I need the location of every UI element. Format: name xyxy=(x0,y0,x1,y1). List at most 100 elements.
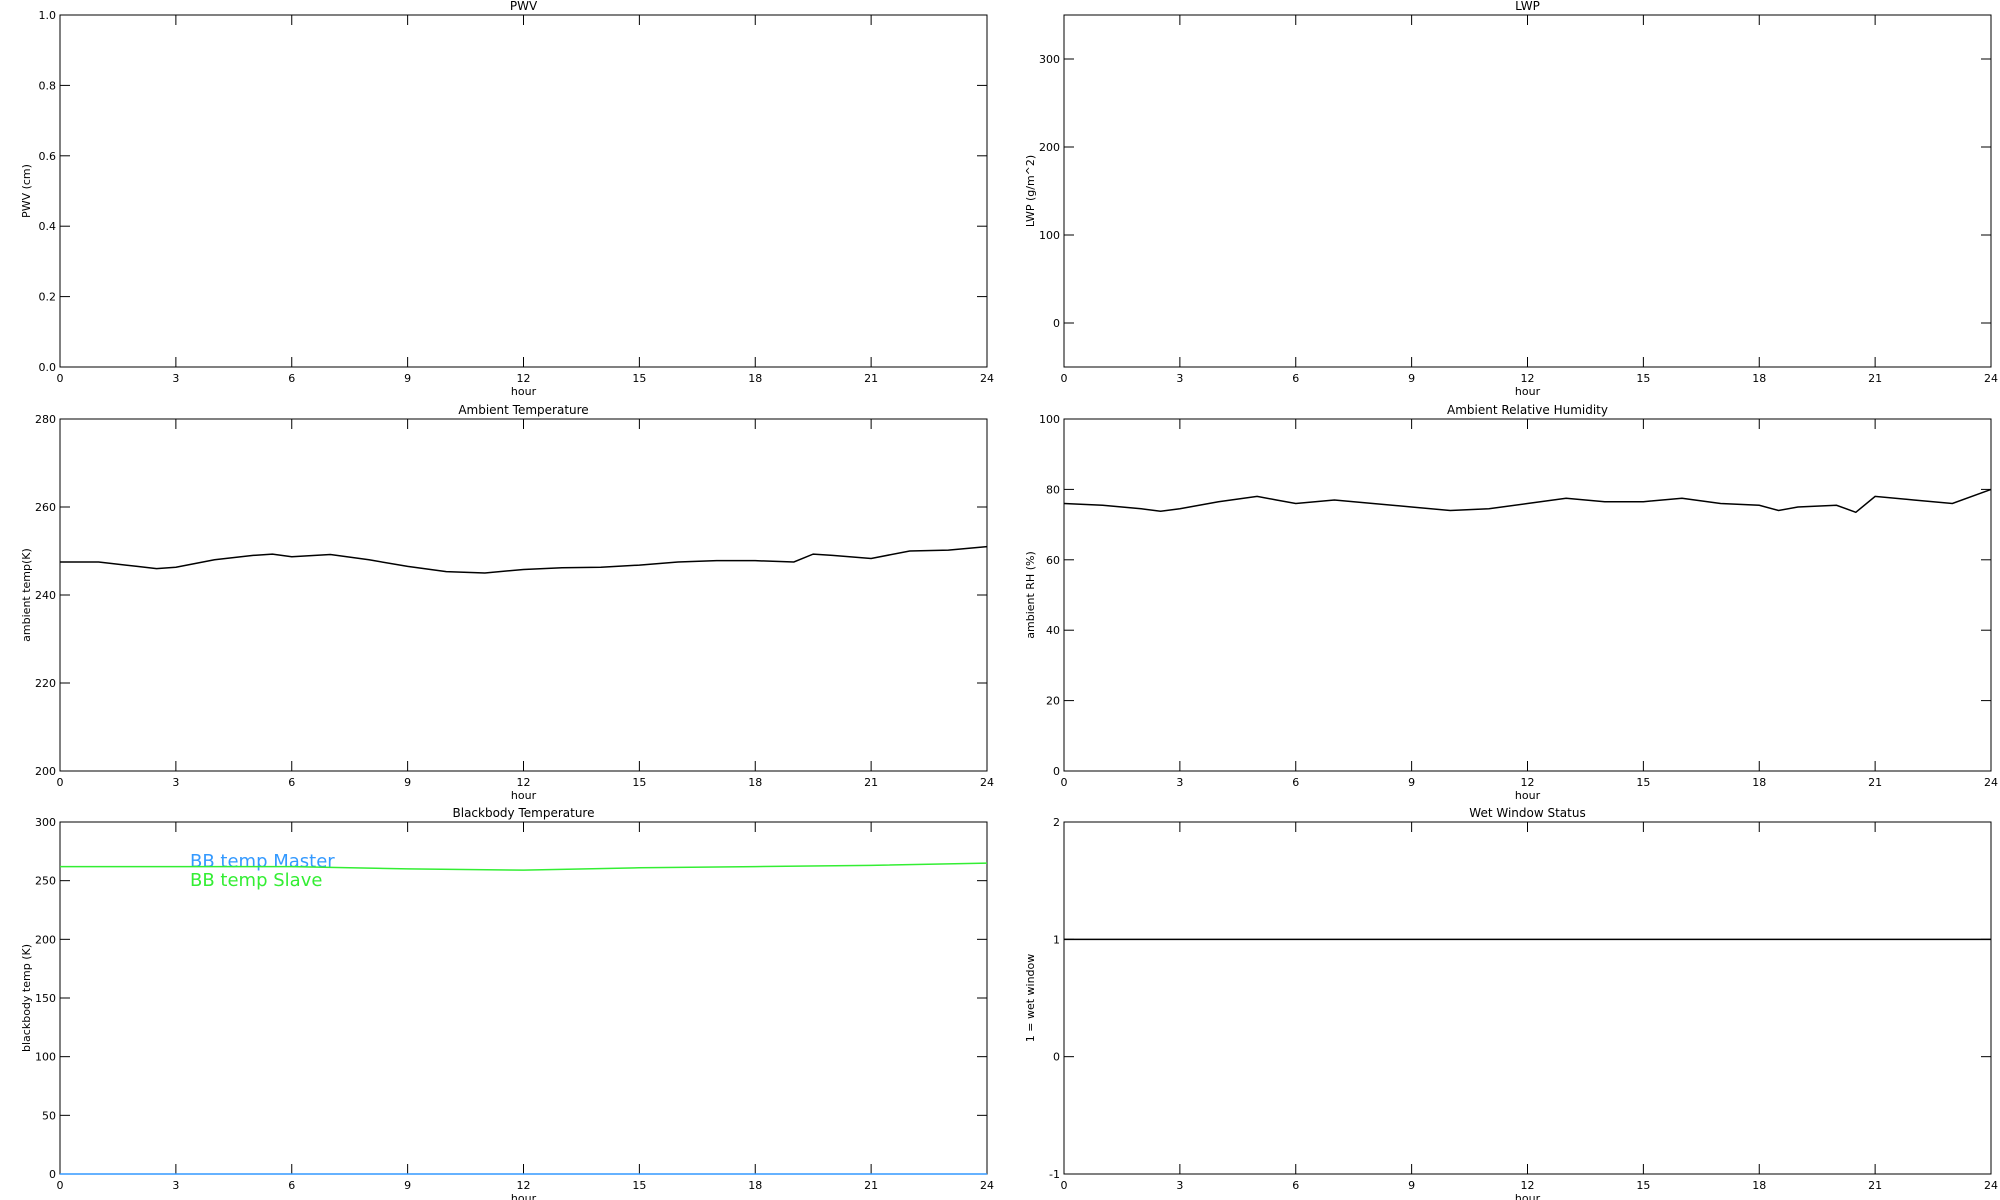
x-tick-label: 24 xyxy=(1984,372,1998,385)
y-tick-label: 0 xyxy=(49,1168,56,1181)
y-tick-label: 100 xyxy=(1039,229,1060,242)
plot-frame xyxy=(1063,14,1992,368)
panel-title: Wet Window Status xyxy=(1469,806,1585,820)
y-tick-label: 1.0 xyxy=(39,9,57,22)
x-tick-label: 21 xyxy=(1868,1179,1882,1192)
y-tick-label: 150 xyxy=(35,992,56,1005)
x-tick-label: 9 xyxy=(1408,1179,1415,1192)
x-tick-label: 24 xyxy=(1984,1179,1998,1192)
x-axis-label: hour xyxy=(511,1192,537,1200)
panel-title: PWV xyxy=(510,0,538,13)
y-axis-label: PWV (cm) xyxy=(20,164,33,218)
y-tick-label: 0 xyxy=(1053,1051,1060,1064)
x-tick-label: 21 xyxy=(864,776,878,789)
y-tick-label: 300 xyxy=(1039,53,1060,66)
y-tick-label: 80 xyxy=(1046,483,1060,496)
y-tick-label: 250 xyxy=(35,875,56,888)
y-tick-label: 200 xyxy=(35,765,56,778)
y-axis-label: ambient RH (%) xyxy=(1024,551,1037,639)
x-tick-label: 3 xyxy=(1176,372,1183,385)
x-tick-label: 6 xyxy=(1292,776,1299,789)
x-tick-label: 12 xyxy=(517,776,531,789)
y-axis-label: ambient temp(K) xyxy=(20,548,33,642)
x-tick-label: 12 xyxy=(1521,372,1535,385)
x-tick-label: 15 xyxy=(632,776,646,789)
y-tick-label: 100 xyxy=(1039,413,1060,426)
panel: LWP hour LWP (g/m^2) 0 3 6 9 12 15 18 21 24 0 100 200 3… xyxy=(1024,0,1998,398)
y-tick-label: 40 xyxy=(1046,624,1060,637)
x-tick-label: 12 xyxy=(517,372,531,385)
y-tick-label: 60 xyxy=(1046,554,1060,567)
y-tick-label: 0.8 xyxy=(39,79,57,92)
x-tick-label: 9 xyxy=(1408,372,1415,385)
x-tick-label: 3 xyxy=(172,372,179,385)
y-tick-label: 20 xyxy=(1046,695,1060,708)
x-tick-label: 15 xyxy=(632,1179,646,1192)
x-tick-label: 6 xyxy=(288,372,295,385)
legend-entry: BB temp Master xyxy=(190,851,335,872)
x-tick-label: 21 xyxy=(1868,372,1882,385)
x-tick-label: 18 xyxy=(1752,372,1766,385)
x-tick-label: 18 xyxy=(1752,776,1766,789)
y-axis-label: blackbody temp (K) xyxy=(20,944,33,1052)
x-tick-label: 0 xyxy=(57,372,64,385)
x-tick-label: 24 xyxy=(1984,776,1998,789)
y-tick-label: 200 xyxy=(35,933,56,946)
x-tick-label: 0 xyxy=(1061,1179,1068,1192)
x-tick-label: 12 xyxy=(1521,1179,1535,1192)
x-tick-label: 0 xyxy=(1061,776,1068,789)
x-tick-label: 21 xyxy=(864,1179,878,1192)
x-tick-label: 6 xyxy=(1292,372,1299,385)
data-line xyxy=(60,545,988,574)
panel: Blackbody Temperature hour blackbody temp … xyxy=(20,806,994,1200)
y-tick-label: 2 xyxy=(1053,816,1060,829)
x-tick-label: 15 xyxy=(1636,776,1650,789)
y-tick-label: 240 xyxy=(35,589,56,602)
x-tick-label: 24 xyxy=(980,1179,994,1192)
y-tick-label: 0.6 xyxy=(39,150,57,163)
panel: Ambient Relative Humidity hour ambient RH … xyxy=(1024,403,1998,802)
x-tick-label: 12 xyxy=(1521,776,1535,789)
x-tick-label: 15 xyxy=(1636,1179,1650,1192)
x-tick-label: 9 xyxy=(404,776,411,789)
y-tick-label: 220 xyxy=(35,677,56,690)
x-tick-label: 21 xyxy=(1868,776,1882,789)
panel-title: Blackbody Temperature xyxy=(453,806,595,820)
x-tick-label: 3 xyxy=(172,776,179,789)
panel-title: Ambient Relative Humidity xyxy=(1447,403,1608,417)
x-tick-label: 9 xyxy=(404,372,411,385)
x-tick-label: 6 xyxy=(288,776,295,789)
x-tick-label: 9 xyxy=(1408,776,1415,789)
x-axis-label: hour xyxy=(1515,1192,1541,1200)
y-tick-label: 100 xyxy=(35,1051,56,1064)
data-line xyxy=(1063,488,1992,514)
plot-frame xyxy=(1063,418,1992,772)
data-line xyxy=(60,862,988,871)
y-tick-label: 0 xyxy=(1053,317,1060,330)
plot-frame xyxy=(59,418,988,772)
x-tick-label: 3 xyxy=(1176,776,1183,789)
x-tick-label: 6 xyxy=(288,1179,295,1192)
x-tick-label: 0 xyxy=(57,1179,64,1192)
x-tick-label: 18 xyxy=(748,372,762,385)
x-tick-label: 9 xyxy=(404,1179,411,1192)
panel: Ambient Temperature hour ambient temp(K) 0 3… xyxy=(20,403,994,802)
panel: Wet Window Status hour 1 = wet window 0 3 6 9 1… xyxy=(1024,806,1998,1200)
y-tick-label: 0.4 xyxy=(39,220,57,233)
y-tick-label: 1 xyxy=(1053,933,1060,946)
x-tick-label: 3 xyxy=(172,1179,179,1192)
x-tick-label: 12 xyxy=(517,1179,531,1192)
y-tick-label: 0.0 xyxy=(39,361,57,374)
y-axis-label: LWP (g/m^2) xyxy=(1024,155,1037,227)
panel-title: Ambient Temperature xyxy=(458,403,588,417)
y-tick-label: 0.2 xyxy=(39,291,57,304)
x-tick-label: 3 xyxy=(1176,1179,1183,1192)
legend-entry: BB temp Slave xyxy=(190,870,322,891)
plot-frame xyxy=(59,14,988,368)
panel-title: LWP xyxy=(1515,0,1540,13)
x-tick-label: 18 xyxy=(748,1179,762,1192)
y-tick-label: 200 xyxy=(1039,141,1060,154)
x-tick-label: 24 xyxy=(980,372,994,385)
y-tick-label: 260 xyxy=(35,501,56,514)
